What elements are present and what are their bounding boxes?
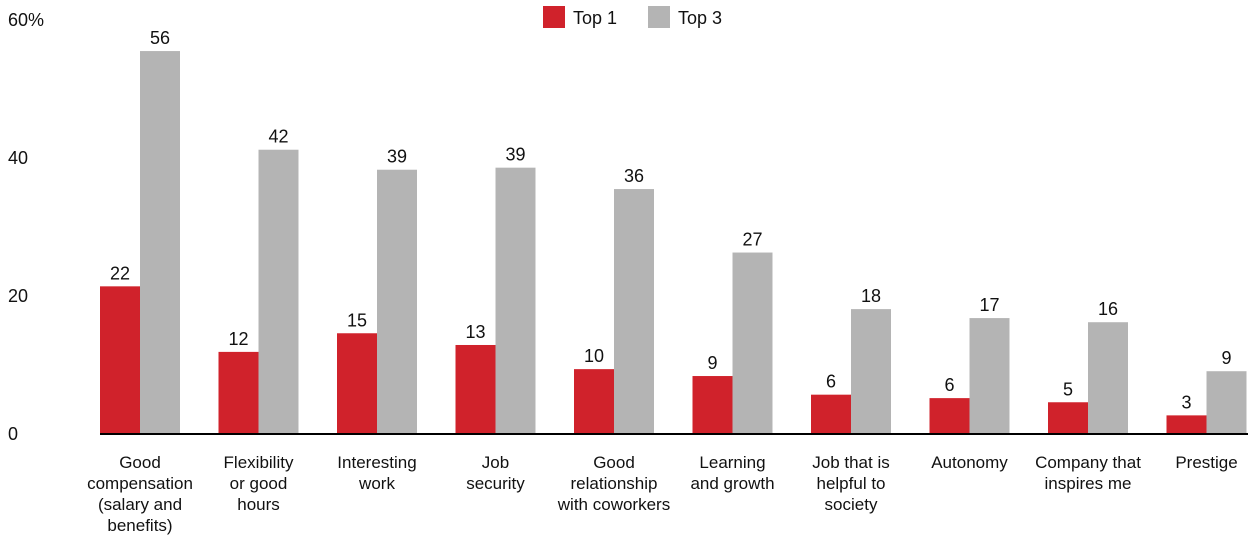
x-axis-category-labels: Good compensation (salary and benefits) Flex…	[87, 453, 1238, 535]
bar-top1	[929, 398, 970, 434]
legend-label-top1: Top 1	[573, 8, 617, 28]
y-tick-label: 60%	[8, 10, 44, 30]
bar-value-label: 6	[944, 375, 954, 395]
bar-top1	[692, 376, 733, 434]
bar-top1	[1048, 402, 1088, 434]
bar-top1	[100, 286, 140, 434]
bar-value-label: 10	[584, 346, 604, 366]
y-tick-label: 40	[8, 148, 28, 168]
legend-swatch-top1	[543, 6, 565, 28]
bar-top3	[1206, 371, 1247, 434]
bar-top3	[140, 51, 180, 435]
x-category-label: Company that inspires me	[1035, 453, 1141, 493]
bar-value-label: 56	[150, 28, 170, 48]
bar-value-label: 16	[1098, 299, 1118, 319]
bar-value-label: 39	[387, 147, 407, 167]
bar-value-label: 15	[347, 310, 367, 330]
x-category-label: Job that is helpful to society	[812, 453, 890, 514]
x-category-label: Good relationship with coworkers	[557, 453, 670, 514]
bar-value-label: 6	[826, 372, 836, 392]
x-category-label: Good compensation (salary and benefits)	[87, 453, 193, 535]
bar-top1	[811, 394, 851, 434]
bars	[100, 51, 1247, 435]
bar-value-label: 17	[979, 295, 999, 315]
bar-top1	[455, 344, 496, 434]
bar-value-label: 39	[505, 145, 525, 165]
bar-value-label: 12	[228, 329, 248, 349]
bar-top3	[851, 309, 891, 434]
bar-value-label: 5	[1063, 379, 1073, 399]
bar-top3	[969, 318, 1010, 434]
bar-value-label: 42	[268, 127, 288, 147]
bar-top3	[377, 169, 417, 435]
bar-value-label: 3	[1181, 392, 1191, 412]
x-category-label: Prestige	[1175, 453, 1237, 472]
bar-top1	[1166, 415, 1207, 434]
bar-value-label: 22	[110, 263, 130, 283]
y-axis-tick-labels: 0 20 40 60%	[8, 10, 44, 444]
x-category-label: Flexibility or good hours	[224, 453, 294, 514]
bar-value-label: 9	[707, 353, 717, 373]
bar-top3	[732, 252, 773, 434]
bar-value-label: 27	[742, 230, 762, 250]
legend-label-top3: Top 3	[678, 8, 722, 28]
legend-swatch-top3	[648, 6, 670, 28]
x-category-label: Job security	[466, 453, 525, 493]
bar-value-label: 18	[861, 286, 881, 306]
bar-value-label: 36	[624, 166, 644, 186]
y-tick-label: 0	[8, 424, 18, 444]
bar-value-label: 9	[1221, 348, 1231, 368]
legend: Top 1 Top 3	[543, 6, 722, 28]
bar-top1	[337, 333, 377, 434]
y-tick-label: 20	[8, 286, 28, 306]
x-category-label: Autonomy	[931, 453, 1008, 472]
bar-top1	[218, 351, 259, 434]
bar-value-label: 13	[465, 322, 485, 342]
x-category-label: Interesting work	[337, 453, 416, 493]
x-category-label: Learning and growth	[690, 453, 774, 493]
bar-top3	[614, 189, 654, 434]
bar-top3	[495, 167, 536, 434]
bar-top3	[258, 149, 299, 434]
bar-top3	[1088, 322, 1128, 434]
bar-top1	[574, 369, 614, 434]
